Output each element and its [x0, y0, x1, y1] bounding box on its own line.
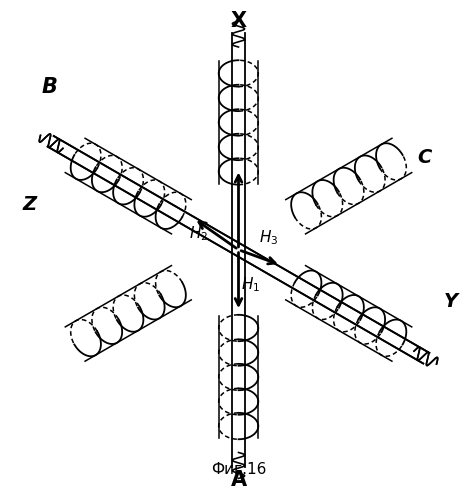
Text: Z: Z — [22, 196, 37, 214]
Text: $H_1$: $H_1$ — [240, 276, 259, 294]
Text: A: A — [230, 470, 246, 490]
Text: Фиг.16: Фиг.16 — [210, 462, 266, 477]
Text: Y: Y — [443, 292, 457, 311]
Text: $H_2$: $H_2$ — [188, 224, 208, 242]
Text: C: C — [416, 148, 431, 168]
Text: B: B — [42, 77, 58, 97]
Text: X: X — [230, 10, 246, 30]
Text: $H_3$: $H_3$ — [259, 228, 278, 248]
